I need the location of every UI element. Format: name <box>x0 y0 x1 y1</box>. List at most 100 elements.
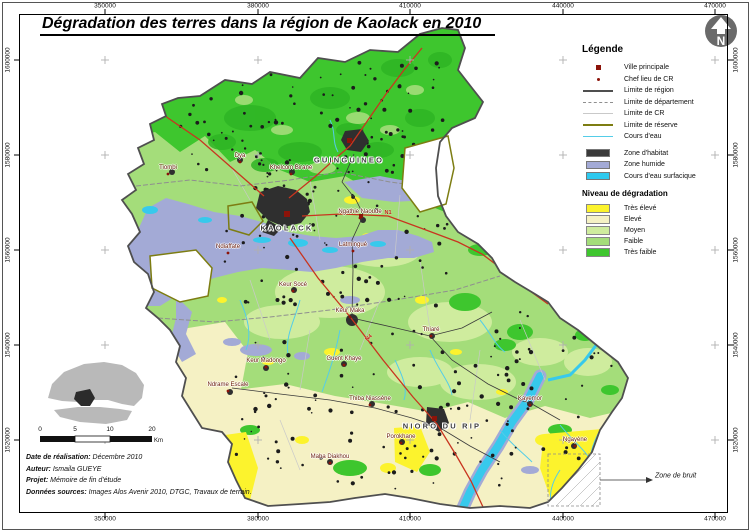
reserve-limits <box>149 135 455 303</box>
zone-eleve-south <box>150 378 628 508</box>
village-dot <box>342 363 346 367</box>
cr-limits <box>229 164 546 471</box>
village-dot <box>358 216 362 220</box>
legend-zone-item: Cours d'eau surfacique <box>580 171 726 183</box>
degradation-label: Elevé <box>624 216 642 223</box>
scale-tick-label: 10 <box>106 426 114 433</box>
degradation-heading: Niveau de dégradation <box>582 189 668 198</box>
legend-item: Limite de département <box>580 97 726 109</box>
legend-item-label: Chef lieu de CR <box>624 75 674 83</box>
grid-y-label: 1580000 <box>4 142 12 168</box>
scale-tick-label: 0 <box>38 426 42 433</box>
habitat-zones <box>169 129 577 465</box>
scale-bar <box>40 435 152 443</box>
line-thin-glyph <box>583 113 613 115</box>
legend-item-label: Limite de CR <box>624 110 665 118</box>
village-label: Latmingué <box>338 242 368 248</box>
degradation-item: Très élevé <box>580 203 726 214</box>
village-label: Keur Maka <box>335 308 365 314</box>
square-symbol <box>580 65 616 71</box>
grid-y-label: 1520000 <box>732 427 740 453</box>
line-olive-symbol <box>580 124 616 127</box>
secondary-roads <box>231 153 561 463</box>
village-label: Dya <box>234 153 246 159</box>
zone-color-swatch <box>586 172 610 181</box>
degradation-label: Très faible <box>624 249 657 256</box>
legend-zone-list: Zone d'habitat Zone humide Cours d'eau sur… <box>580 148 726 183</box>
grid-x-label: 380000 <box>247 2 269 10</box>
legend-item: Chef lieu de CR <box>580 74 726 86</box>
scale-tick-label: 5 <box>73 426 77 433</box>
legend-zone-item: Zone d'habitat <box>580 148 726 160</box>
north-arrow-letter: N <box>717 34 726 48</box>
village-dot <box>368 403 372 407</box>
grid-y-label: 1580000 <box>732 142 740 168</box>
village-label: Ngathie Naoude <box>338 209 382 215</box>
degradation-item: Faible <box>580 236 726 247</box>
village-label: Thiba Niassène <box>349 396 391 402</box>
line-thin-symbol <box>580 113 616 115</box>
line-dash-symbol <box>580 101 616 103</box>
inset-kaolack-region <box>74 389 95 406</box>
department-label: NIORO DU RIP <box>402 421 482 431</box>
noise-zone-box <box>547 453 653 507</box>
degradation-label: Faible <box>624 238 644 245</box>
village-label: Keur Socé <box>278 282 308 288</box>
annotation-arrow-icon <box>646 477 653 483</box>
degradation-list: Très élevé Elevé Moyen Faible Très faible <box>580 203 726 258</box>
grid-y-label: 1540000 <box>732 332 740 358</box>
grid-x-label: 410000 <box>399 2 421 10</box>
village-dot <box>351 249 355 253</box>
scale-bar-unit: Km <box>154 438 163 444</box>
grid-y-label: 1560000 <box>732 237 740 263</box>
grid-y-label: 1600000 <box>732 47 740 73</box>
metadata-value: Décembre 2010 <box>90 454 143 461</box>
grid-x-label: 350000 <box>94 515 116 523</box>
line-thick-glyph <box>583 89 613 92</box>
village-label: Ndrame Escale <box>207 382 249 388</box>
legend-zone-label: Cours d'eau surfacique <box>624 172 696 180</box>
zone-color-swatch <box>586 149 610 158</box>
village-label: Maba Diakhou <box>310 454 350 460</box>
legend-item: Limite de région <box>580 85 726 97</box>
village-dot <box>348 315 352 319</box>
grid-x-label: 350000 <box>94 2 116 10</box>
legend-zone-label: Zone humide <box>624 161 665 169</box>
legend-item-label: Limite de région <box>624 87 674 95</box>
light-green-spots <box>235 85 424 174</box>
grid-y-label: 1520000 <box>4 427 12 453</box>
village-dot <box>226 389 230 393</box>
village-dot <box>291 289 295 293</box>
metadata-label: Date de réalisation: <box>26 454 91 461</box>
degradation-item: Très faible <box>580 247 726 258</box>
legend-item: Limite de CR <box>580 108 726 120</box>
legend-heading: Légende <box>582 44 624 55</box>
metadata-value: Ismaila GUEYE <box>50 465 102 473</box>
metadata-line: Date de réalisation: Décembre 2010 <box>26 452 252 464</box>
metadata-line: Auteur: Ismaila GUEYE <box>26 464 252 476</box>
metadata-line: Données sources: Images Alos Avenir 2010… <box>26 487 252 499</box>
frame-ticks <box>14 9 733 518</box>
village-label: Guent Khaye <box>326 356 362 362</box>
village-label: Tiombi <box>159 165 177 171</box>
zone-swatch <box>580 149 616 158</box>
legend-symbol-list: Ville principale Chef lieu de CR Limite de… <box>580 62 726 143</box>
legend-item-label: Cours d'eau <box>624 133 662 141</box>
metadata-line: Projet: Mémoire de fin d'étude <box>26 475 252 487</box>
dot-glyph <box>596 77 600 81</box>
scale-tick-label: 20 <box>148 426 156 433</box>
grid-y-label: 1560000 <box>4 237 12 263</box>
zone-color-swatch <box>586 160 610 169</box>
legend-item: Cours d'eau <box>580 131 726 143</box>
north-arrow-icon: N <box>705 15 737 48</box>
dark-green-patches <box>208 52 452 172</box>
metadata-value: Images Alos Avenir 2010, DTGC, Travaux d… <box>86 488 252 496</box>
river-southeast <box>458 372 544 508</box>
zone-swatch <box>580 172 616 181</box>
village-markers <box>166 160 577 465</box>
metadata-label: Projet: <box>26 477 49 484</box>
village-label: Thiaré <box>422 327 440 333</box>
